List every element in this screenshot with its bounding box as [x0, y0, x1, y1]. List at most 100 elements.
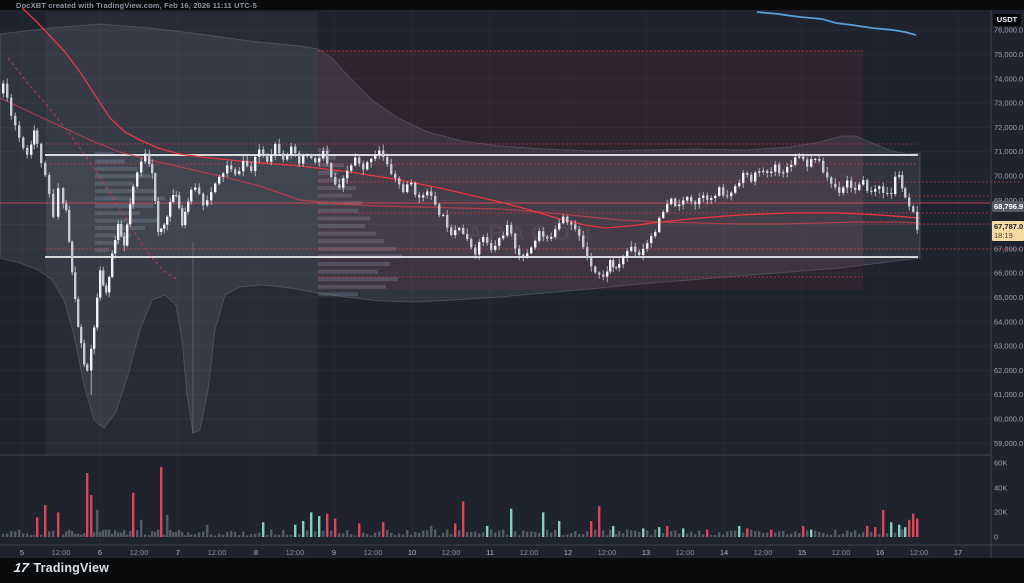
volume-bar — [474, 531, 477, 537]
volume-bar — [478, 533, 481, 537]
candle-body — [612, 260, 615, 268]
candle-body — [550, 236, 553, 239]
candle-body — [786, 166, 789, 173]
candle-body — [626, 250, 629, 257]
volume-bar — [346, 530, 349, 537]
volume-bar — [226, 531, 229, 537]
candle-body — [646, 243, 649, 249]
volume-bar — [90, 495, 93, 537]
candle-body — [198, 187, 201, 194]
volume-bar — [117, 532, 120, 537]
candle-body — [194, 187, 197, 190]
price-axis[interactable] — [991, 10, 1024, 545]
volume-bar — [838, 534, 841, 537]
volume-bar — [886, 533, 889, 537]
candle-body — [234, 169, 237, 175]
candle-body — [474, 247, 477, 255]
volume-bar — [71, 530, 74, 537]
volume-bar — [586, 531, 589, 537]
candle-body — [794, 157, 797, 165]
candle-body — [590, 257, 593, 267]
volume-bar — [908, 519, 911, 537]
candle-body — [482, 236, 485, 243]
volume-bar — [148, 535, 151, 537]
volume-bar — [318, 516, 321, 537]
volume-bar — [612, 525, 615, 537]
volume-bar — [626, 529, 629, 537]
candle-body — [904, 188, 907, 198]
volume-bar — [390, 532, 393, 537]
volume-bar — [181, 532, 184, 537]
volume-bar — [250, 534, 253, 537]
volume-bar — [570, 533, 573, 537]
volume-profile-bar — [318, 246, 396, 251]
volume-bar — [466, 532, 469, 537]
supply-zone-box[interactable] — [318, 50, 863, 290]
candle-body — [874, 188, 877, 192]
candle-body — [578, 229, 581, 236]
volume-bar — [798, 532, 801, 537]
candle-body — [642, 248, 645, 255]
volume-bar — [105, 529, 108, 537]
volume-bar — [510, 508, 513, 537]
volume-tick-label: 40K — [994, 484, 1007, 493]
candle-body — [898, 175, 901, 177]
time-tick-label: 12:00 — [598, 548, 617, 557]
volume-bar — [618, 531, 621, 537]
volume-bar — [609, 529, 612, 537]
candle-body — [342, 178, 345, 188]
volume-bar — [80, 534, 83, 537]
volume-bar — [218, 533, 221, 537]
candle-body — [398, 178, 401, 185]
candle-body — [410, 182, 413, 185]
candle-body — [314, 158, 317, 163]
candle-body — [175, 195, 178, 197]
candle-body — [722, 187, 725, 196]
time-axis[interactable] — [0, 545, 991, 558]
candle-body — [306, 154, 309, 156]
candle-body — [658, 217, 661, 233]
volume-bar — [310, 512, 313, 537]
time-tick-label: 14 — [720, 548, 728, 557]
candle-body — [77, 299, 80, 327]
candle-body — [26, 147, 29, 155]
candle-body — [766, 170, 769, 174]
candle-body — [402, 184, 405, 193]
volume-bar — [470, 532, 473, 537]
candle-body — [302, 155, 305, 164]
volume-bar — [278, 534, 281, 537]
volume-bar — [266, 535, 269, 537]
volume-bar — [486, 525, 489, 537]
volume-bar — [498, 530, 501, 537]
volume-bar — [314, 531, 317, 537]
volume-bar — [774, 532, 777, 537]
candle-body — [83, 343, 86, 365]
candle-body — [40, 143, 43, 164]
candle-body — [526, 253, 529, 257]
volume-bar — [160, 466, 163, 537]
volume-bar — [766, 532, 769, 537]
tradingview-logo[interactable]: 17 TradingView — [13, 560, 109, 575]
volume-bar — [430, 525, 433, 537]
candle-body — [406, 184, 409, 193]
volume-bar — [14, 531, 17, 537]
volume-bar — [854, 530, 857, 537]
candle-body — [562, 216, 565, 224]
candle-body — [498, 238, 501, 246]
candle-body — [622, 256, 625, 265]
candle-body — [57, 188, 60, 217]
volume-bar — [438, 535, 441, 537]
volume-profile-bar — [318, 277, 398, 282]
volume-bar — [734, 530, 737, 537]
candle-body — [33, 130, 36, 145]
volume-bar — [77, 533, 80, 537]
candle-body — [510, 224, 513, 234]
volume-bar — [96, 509, 99, 537]
volume-bar — [362, 532, 365, 537]
candle-body — [334, 176, 337, 185]
candle-body — [814, 158, 817, 160]
currency-badge[interactable]: USDT — [993, 14, 1021, 26]
volume-profile-bar — [95, 203, 153, 208]
volume-bar — [394, 535, 397, 537]
